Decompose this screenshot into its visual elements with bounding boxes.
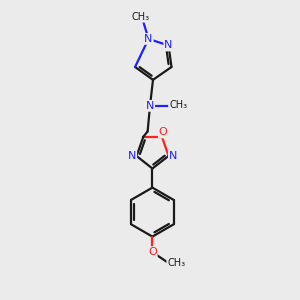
Text: CH₃: CH₃ [167, 258, 185, 268]
Text: CH₃: CH₃ [169, 100, 187, 110]
Text: N: N [169, 151, 177, 161]
Text: N: N [146, 101, 154, 111]
Text: O: O [159, 128, 167, 137]
Text: N: N [144, 34, 153, 44]
Text: N: N [164, 40, 173, 50]
Text: O: O [148, 247, 157, 257]
Text: N: N [128, 151, 136, 161]
Text: CH₃: CH₃ [131, 12, 149, 22]
